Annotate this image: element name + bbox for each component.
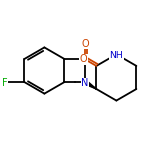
Polygon shape [84,80,96,89]
Text: O: O [79,54,87,64]
Text: F: F [2,78,8,88]
Text: NH: NH [109,51,123,60]
Text: O: O [81,39,89,49]
Text: N: N [81,78,89,88]
